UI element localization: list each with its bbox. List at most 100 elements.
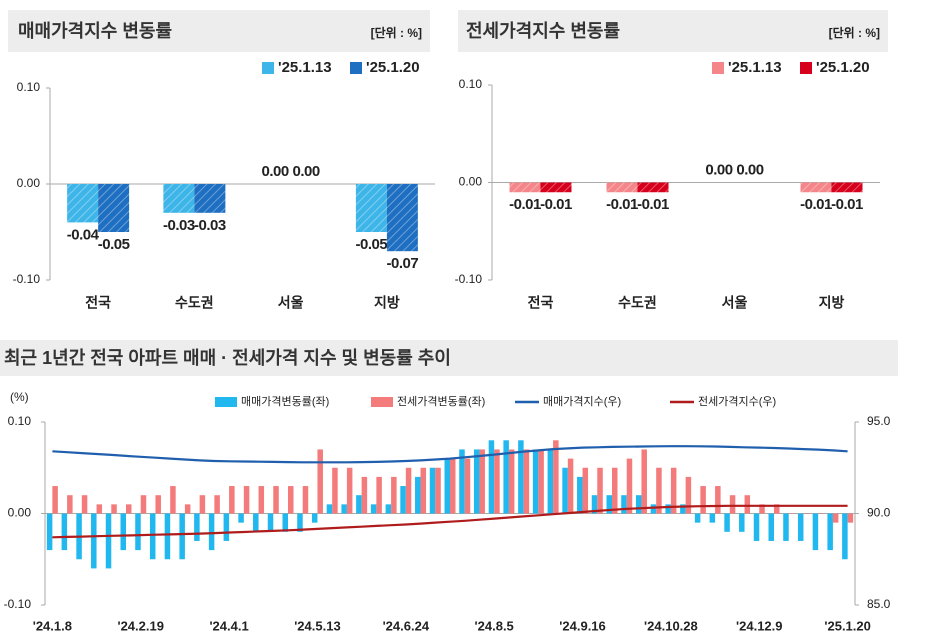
bar <box>739 513 745 532</box>
bar <box>361 476 368 514</box>
bar <box>753 513 760 541</box>
value-label: -0.01 <box>800 196 832 213</box>
bar <box>391 476 397 514</box>
bar <box>774 504 780 514</box>
bar <box>332 467 338 514</box>
bar <box>253 513 259 532</box>
bar <box>155 495 161 514</box>
bar <box>709 513 716 523</box>
bar <box>326 504 333 514</box>
bar <box>567 458 574 514</box>
chart-title: 전세가격지수 변동률 <box>466 21 620 41</box>
bar <box>81 495 88 514</box>
bar <box>376 476 382 514</box>
bar <box>788 513 795 514</box>
bar <box>700 486 706 514</box>
y-axis-label: (%) <box>10 390 29 404</box>
bar <box>385 504 392 514</box>
bar <box>680 504 686 514</box>
value-label: -0.03 <box>194 217 226 234</box>
bar <box>163 184 195 213</box>
value-label: -0.05 <box>98 236 130 253</box>
bar <box>479 449 485 514</box>
bar <box>52 486 58 514</box>
bar <box>650 504 657 514</box>
chart-title: 최근 1년간 전국 아파트 매매 · 전세가격 지수 및 변동률 추이 <box>4 348 451 368</box>
bar <box>724 513 730 532</box>
bar <box>238 513 244 523</box>
bar <box>459 449 465 514</box>
legend-label: 매매가격변동률(좌) <box>241 395 329 408</box>
x-tick-label: 수도권 <box>618 295 657 311</box>
y-tick-label: -0.10 <box>4 597 32 611</box>
bar <box>597 467 603 514</box>
bar <box>126 504 132 514</box>
legend-label: 전세가격변동률(좌) <box>397 395 485 408</box>
bar <box>194 184 226 213</box>
legend-label: '25.1.20 <box>366 59 420 76</box>
bar <box>199 495 206 514</box>
bar <box>832 513 839 523</box>
x-tick-label: '24.2.19 <box>117 618 163 633</box>
bar <box>582 467 589 514</box>
bar <box>818 513 824 514</box>
bar <box>164 513 171 560</box>
line <box>52 445 848 464</box>
bar <box>258 486 265 514</box>
bar <box>540 182 572 193</box>
y-tick-label: 0.00 <box>8 506 32 520</box>
legend-label: '25.1.13 <box>278 59 332 76</box>
bar <box>621 495 627 514</box>
value-label: -0.04 <box>67 226 100 243</box>
bar <box>812 513 819 551</box>
bar <box>759 504 765 514</box>
y-tick-label: 0.00 <box>459 175 483 189</box>
bar <box>135 513 141 551</box>
bar <box>341 504 347 514</box>
chart-title: 매매가격지수 변동률 <box>18 21 172 41</box>
bar <box>149 513 156 560</box>
legend-label: 전세가격지수(우) <box>698 395 776 408</box>
legend-label: '25.1.20 <box>816 59 870 76</box>
title-bar <box>0 340 898 376</box>
x-tick-label: 전국 <box>528 295 554 311</box>
bar <box>450 458 456 514</box>
bar <box>591 495 598 514</box>
bar <box>509 182 541 193</box>
bar <box>46 513 53 551</box>
unit-label: [단위 : %] <box>829 25 880 40</box>
bar <box>518 440 524 514</box>
x-tick-label: 서울 <box>278 295 304 311</box>
y-tick-label: -0.10 <box>455 272 483 286</box>
x-tick-label: 전국 <box>85 295 111 311</box>
value-label: -0.01 <box>606 196 638 213</box>
bar <box>532 449 539 514</box>
unit-label: [단위 : %] <box>371 25 422 40</box>
bar <box>656 467 662 514</box>
value-label: -0.03 <box>163 217 195 234</box>
legend-swatch <box>800 62 812 74</box>
value-label: -0.01 <box>831 196 863 213</box>
legend-swatch <box>712 62 724 74</box>
x-tick-label: '24.4.1 <box>209 618 248 633</box>
legend-swatch <box>215 397 237 407</box>
x-tick-label: '24.10.28 <box>644 618 698 633</box>
bar <box>111 504 117 514</box>
bar <box>606 182 638 193</box>
y-tick-label: 0.00 <box>17 176 41 190</box>
bar <box>800 182 832 193</box>
bar <box>577 476 583 514</box>
y-tick-label: -0.10 <box>13 272 41 286</box>
bar <box>494 449 500 514</box>
legend-label: '25.1.13 <box>728 59 782 76</box>
bar <box>386 184 418 252</box>
bar <box>67 495 73 514</box>
x-tick-label: '24.1.8 <box>33 618 72 633</box>
bar <box>626 458 633 514</box>
bar <box>768 513 774 541</box>
bar <box>243 486 250 514</box>
bar <box>400 486 406 514</box>
bar <box>562 467 568 514</box>
legend-swatch <box>350 62 362 74</box>
